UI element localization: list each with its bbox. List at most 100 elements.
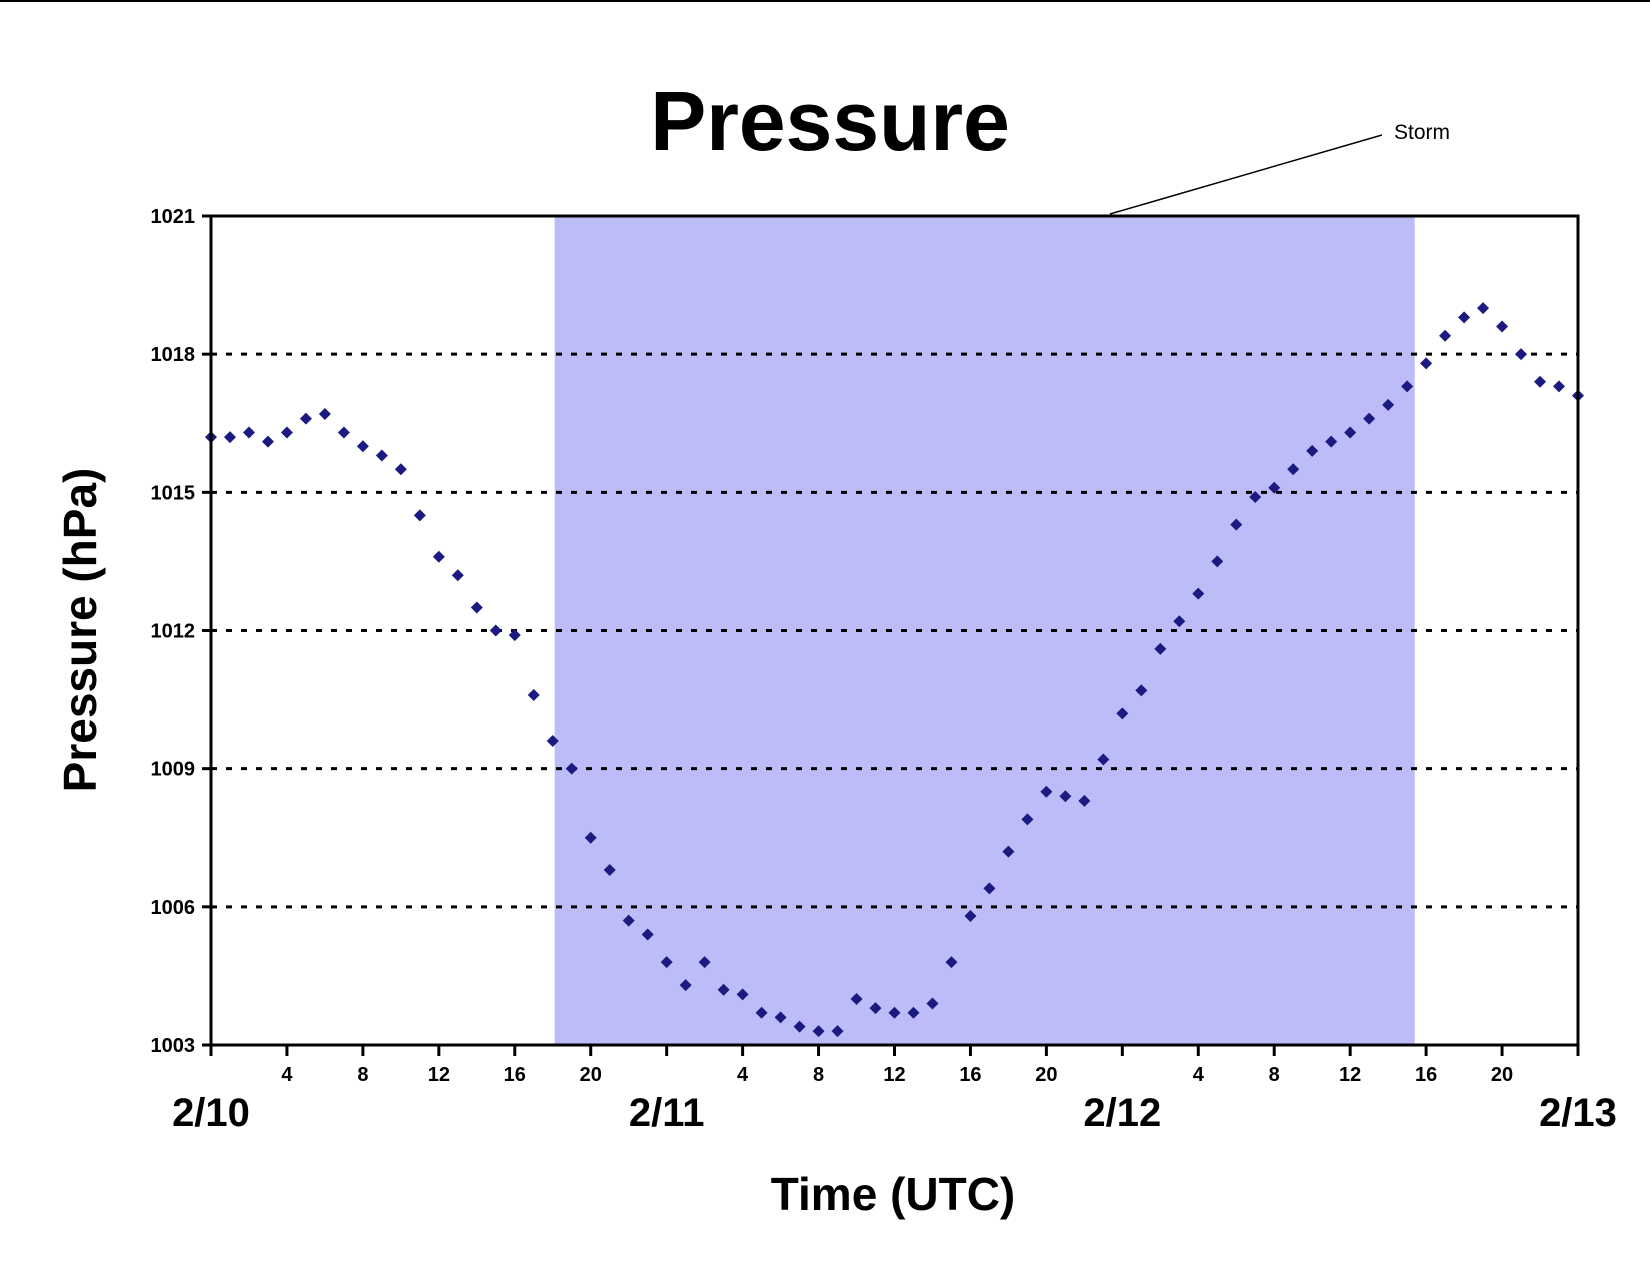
axes: 1003 1006 1009 1012 1015 1018 1021 4 8 12 16 20 4 8 12… [151, 206, 1617, 1135]
data-point [223, 431, 236, 444]
y-tick-label: 1012 [151, 621, 196, 643]
data-point [1249, 490, 1262, 503]
data-point [394, 463, 407, 476]
x-tick-label: 4 [281, 1064, 293, 1086]
x-tick-label: 12 [428, 1064, 450, 1086]
data-point [831, 1025, 844, 1038]
data-point [413, 509, 426, 522]
data-point [1363, 412, 1376, 425]
data-point [698, 956, 711, 969]
data-point [983, 882, 996, 895]
data-point [527, 688, 540, 701]
data-point [1059, 790, 1072, 803]
data-point [1116, 707, 1129, 720]
data-point [546, 735, 559, 748]
storm-band [554, 216, 1415, 1045]
data-point [641, 928, 654, 941]
y-tick-label: 1003 [151, 1035, 196, 1057]
data-point [1401, 380, 1414, 393]
data-point [1420, 357, 1433, 370]
data-point [299, 412, 312, 425]
data-points [205, 302, 1584, 1038]
y-tick-label: 1018 [151, 344, 196, 366]
y-tick-label: 1015 [151, 482, 196, 504]
data-point [1154, 642, 1167, 655]
data-point [1534, 375, 1547, 388]
data-point [660, 956, 673, 969]
data-point [1515, 348, 1528, 361]
data-point [1325, 435, 1338, 448]
data-point [1496, 320, 1509, 333]
data-point [375, 449, 388, 462]
data-point [280, 426, 293, 439]
data-point [1458, 311, 1471, 324]
data-point [508, 629, 521, 642]
data-point [755, 1006, 768, 1019]
date-label: 2/11 [629, 1091, 705, 1135]
data-point [850, 992, 863, 1005]
x-tick-label: 4 [1193, 1064, 1205, 1086]
data-point [964, 910, 977, 923]
data-point [584, 831, 597, 844]
storm-leader-line [1109, 134, 1383, 215]
data-point [1477, 302, 1490, 315]
y-tick-label: 1006 [151, 897, 196, 919]
data-point [1553, 380, 1566, 393]
x-tick-label: 8 [813, 1064, 824, 1086]
chart-title: Pressure [650, 74, 1010, 168]
data-point [1097, 753, 1110, 766]
data-point [1287, 463, 1300, 476]
data-point [1040, 785, 1053, 798]
x-axis-label: Time (UTC) [771, 1168, 1016, 1220]
date-label: 2/13 [1539, 1091, 1617, 1135]
data-point [1211, 555, 1224, 568]
y-axis-label: Pressure (hPa) [54, 468, 106, 793]
x-tick-label: 20 [1035, 1064, 1057, 1086]
x-tick-label: 12 [1339, 1064, 1361, 1086]
data-point [1306, 444, 1319, 457]
data-point [470, 601, 483, 614]
storm-band-layer [554, 216, 1415, 1045]
data-point [356, 440, 369, 453]
gridlines [211, 352, 1578, 909]
y-tick-label: 1021 [151, 206, 196, 228]
data-point [1021, 813, 1034, 826]
data-point [945, 956, 958, 969]
x-tick-label: 20 [1491, 1064, 1513, 1086]
data-point [869, 1002, 882, 1015]
x-tick-label: 16 [1415, 1064, 1437, 1086]
data-point [717, 983, 730, 996]
data-point [1135, 684, 1148, 697]
data-point [926, 997, 939, 1010]
storm-label: Storm [1394, 121, 1450, 144]
data-point [1192, 587, 1205, 600]
data-point [432, 550, 445, 563]
data-point [603, 863, 616, 876]
data-point [907, 1006, 920, 1019]
data-point [489, 624, 502, 637]
data-point [1230, 518, 1243, 531]
x-tick-label: 8 [357, 1064, 368, 1086]
data-point [565, 762, 578, 775]
top-border [0, 0, 1650, 2]
y-tick-label: 1009 [151, 759, 196, 781]
data-point [1344, 426, 1357, 439]
date-label: 2/10 [172, 1091, 250, 1135]
data-point [622, 914, 635, 927]
data-point [774, 1011, 787, 1024]
date-label: 2/12 [1083, 1091, 1161, 1135]
data-point [1173, 615, 1186, 628]
data-point [1382, 398, 1395, 411]
x-tick-label: 20 [580, 1064, 602, 1086]
data-point [261, 435, 274, 448]
data-point [1268, 481, 1281, 494]
x-tick-label: 16 [959, 1064, 981, 1086]
x-tick-label: 8 [1269, 1064, 1280, 1086]
data-point [337, 426, 350, 439]
data-point [793, 1020, 806, 1033]
x-tick-label: 4 [737, 1064, 749, 1086]
data-point [736, 988, 749, 1001]
data-point [451, 569, 464, 582]
